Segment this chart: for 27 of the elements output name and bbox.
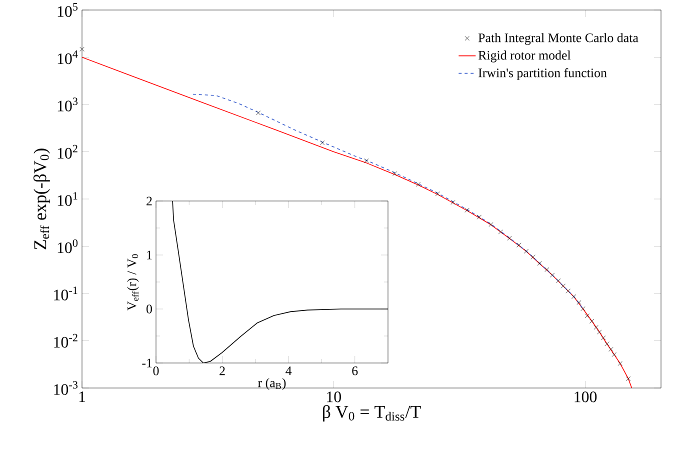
y-tick-label: 10$^{0}$ — [58, 239, 78, 254]
y-tick-label: 10$^{-3}$ — [54, 381, 78, 395]
y-tick-label: 10$^{3}$ — [58, 98, 78, 112]
y-tick-label: -1 — [142, 358, 152, 368]
y-axis-title: Z$_{eff}$ exp(-βV$_{0}$) — [33, 148, 50, 250]
y-tick-label: 2 — [146, 196, 152, 206]
y-tick-label: 0 — [146, 304, 152, 314]
y-tick-label: 10$^{5}$ — [58, 3, 78, 17]
legend-label: Path Integral Monte Carlo data — [478, 33, 638, 45]
x-tick-label: 6 — [352, 366, 358, 376]
x-tick-label: 0 — [153, 366, 159, 376]
x-axis-title: β V$_{0}$ = T$_{diss}$/T — [322, 405, 421, 422]
y-tick-label: 10$^{2}$ — [58, 144, 78, 159]
x-tick-label: 2 — [220, 366, 225, 376]
y-tick-label: 10$^{-1}$ — [54, 286, 78, 300]
x-axis-title: r (a$_{B}$) — [258, 378, 286, 390]
x-tick-label: 4 — [286, 366, 292, 376]
y-tick-label: 1 — [147, 250, 152, 260]
legend-label: Rigid rotor model — [478, 50, 571, 62]
y-tick-label: 10$^{1}$ — [58, 192, 78, 206]
x-tick-label: 10 — [327, 392, 341, 402]
y-axis-title: V$_{eff}$(r) / V$_{0}$ — [127, 254, 139, 310]
legend-label: Irwin's partition function — [478, 68, 607, 80]
y-tick-label: 10$^{4}$ — [58, 50, 78, 64]
x-tick-label: 100 — [574, 392, 597, 402]
x-tick-label: 1 — [79, 392, 86, 402]
y-tick-label: 10$^{-2}$ — [54, 334, 78, 348]
